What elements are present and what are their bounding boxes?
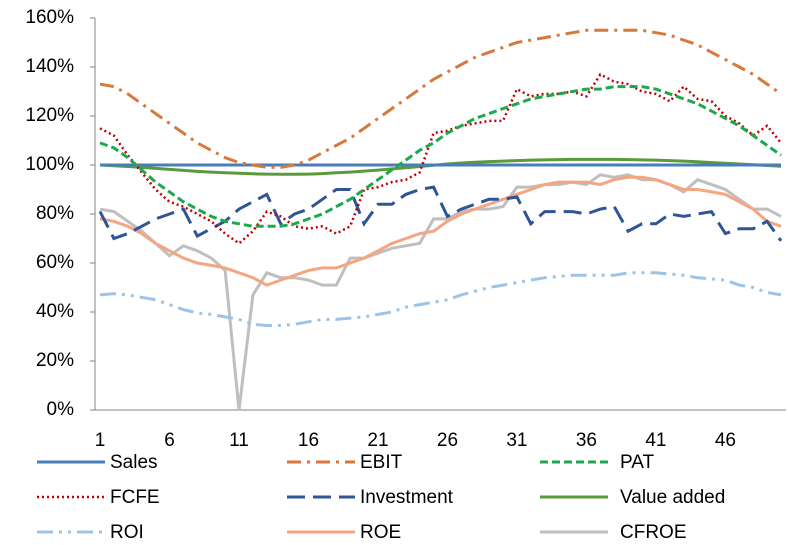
series-line: [99, 72, 782, 245]
y-tick-label: 0%: [47, 399, 75, 420]
x-tick-label: 36: [576, 430, 597, 451]
legend-label: Investment: [360, 487, 454, 508]
legend-label: ROE: [360, 522, 401, 543]
series-line: [99, 271, 782, 327]
legend-label: Sales: [110, 452, 158, 473]
x-tick-label: 41: [645, 430, 666, 451]
series-line: [99, 85, 782, 228]
legend-label: FCFE: [110, 487, 160, 508]
x-tick-label: 6: [164, 430, 175, 451]
legend-label: ROI: [110, 522, 144, 543]
legend-label: Value added: [620, 487, 725, 508]
x-tick-label: 31: [506, 430, 527, 451]
series-line: [99, 28, 782, 169]
x-tick-label: 21: [367, 430, 388, 451]
x-tick-label: 46: [715, 430, 736, 451]
x-tick-label: 16: [298, 430, 319, 451]
y-tick-label: 60%: [36, 252, 74, 273]
x-tick-label: 1: [95, 430, 106, 451]
legend-label: CFROE: [620, 522, 687, 543]
legend-label: PAT: [620, 452, 655, 473]
y-tick-label: 20%: [36, 350, 74, 371]
series-line: [99, 157, 782, 176]
series-line: [99, 175, 782, 287]
y-tick-label: 40%: [36, 301, 74, 322]
y-tick-label: 100%: [25, 154, 74, 175]
series-line: [98, 185, 783, 242]
legend-label: EBIT: [360, 452, 403, 473]
y-tick-label: 80%: [36, 203, 74, 224]
x-tick-label: 11: [229, 430, 249, 451]
y-tick-label: 140%: [25, 56, 74, 77]
y-tick-label: 160%: [25, 7, 74, 28]
x-tick-label: 26: [437, 430, 458, 451]
y-tick-label: 120%: [25, 105, 74, 126]
